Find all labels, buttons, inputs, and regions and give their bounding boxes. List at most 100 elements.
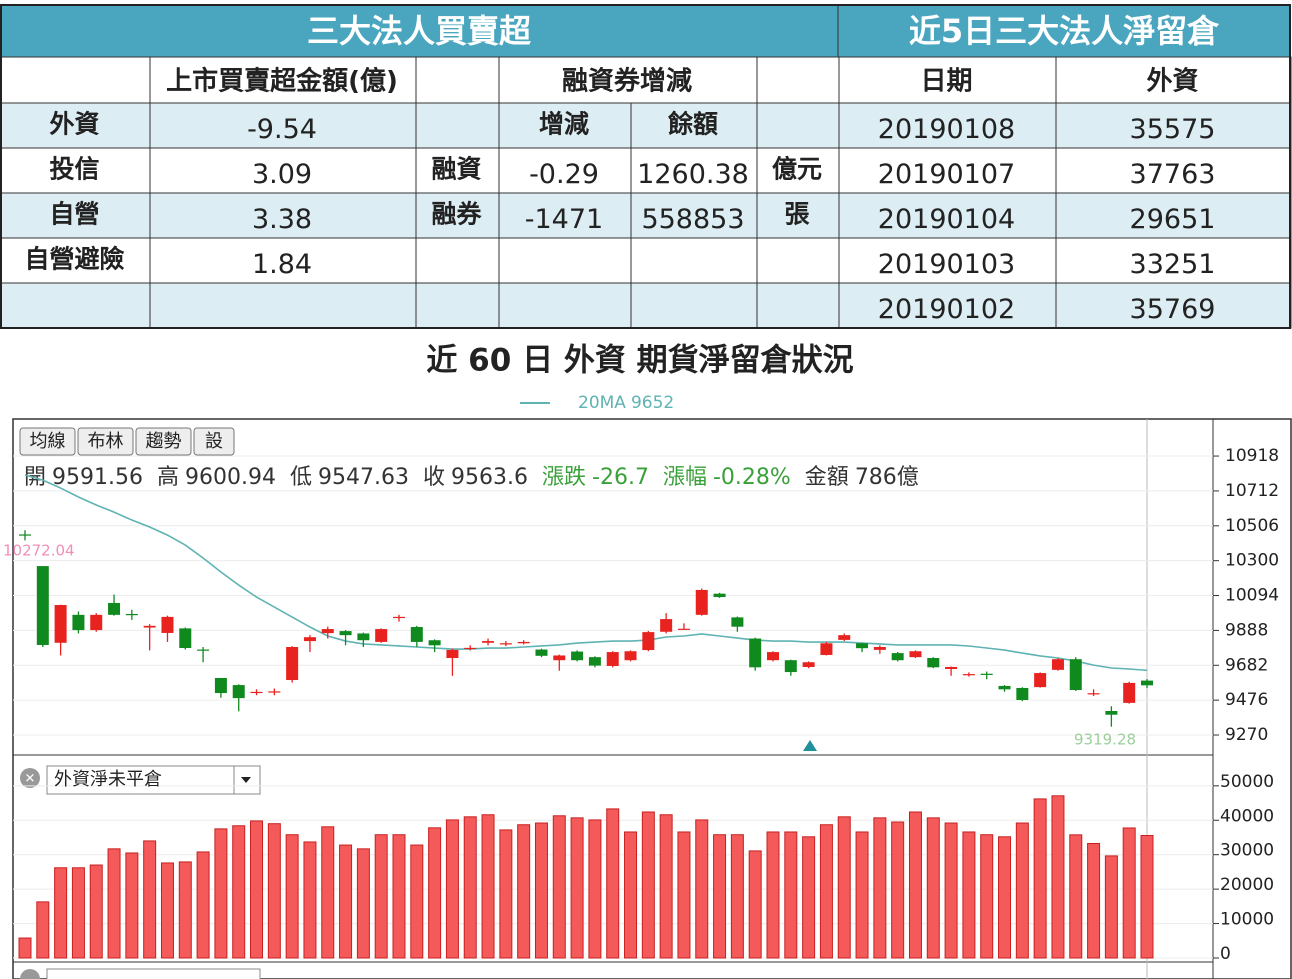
table-cell-text: 3.38: [252, 204, 312, 235]
dropdown-label: 外資淨未平倉: [54, 769, 162, 790]
bar: [1033, 798, 1047, 959]
candle-body: [677, 628, 690, 630]
candle-body: [1034, 673, 1047, 688]
y-tick-label: 10300: [1225, 551, 1279, 571]
bar: [178, 861, 192, 959]
table-cell-text: 20190107: [878, 159, 1015, 190]
table-cell: [1055, 102, 1292, 149]
bar: [356, 848, 370, 959]
bar: [659, 814, 673, 959]
candle-body: [802, 662, 815, 667]
candle-body: [143, 625, 156, 628]
table-cell: [415, 282, 500, 329]
bar: [1069, 834, 1083, 959]
table-cell: [630, 237, 758, 284]
y-tick-label: 9888: [1225, 620, 1268, 640]
table-cell: [838, 102, 1057, 149]
candle-body: [36, 566, 49, 645]
high-annotation: 9319.28: [1074, 731, 1136, 749]
candle-body: [749, 638, 762, 668]
table-cell-text: 張: [784, 200, 810, 229]
candle-body: [321, 629, 334, 634]
table-title: 三大法人買賣超: [307, 12, 532, 50]
table-cell-text: 558853: [641, 204, 744, 235]
table-cell: [756, 56, 840, 104]
candle-body: [464, 647, 477, 650]
candle-body: [588, 657, 601, 666]
bar: [71, 867, 85, 959]
bar: [143, 840, 157, 959]
toolbar-button[interactable]: [77, 427, 134, 456]
candle-body: [428, 640, 441, 646]
candle-body: [499, 643, 512, 645]
bar: [374, 834, 388, 959]
table-cell: [149, 237, 417, 284]
bar: [36, 901, 50, 959]
info-label: 漲幅: [663, 465, 707, 490]
y-tick-label: 0: [1220, 944, 1231, 964]
bar: [534, 822, 548, 959]
candle-body: [446, 649, 459, 659]
candle-body: [553, 655, 566, 661]
bar: [428, 827, 442, 959]
info-label: 高: [157, 465, 179, 490]
bar: [980, 834, 994, 959]
table-cell-text: 自營避險: [24, 245, 124, 274]
marker-triangle: [803, 740, 817, 751]
table-cell: [756, 147, 840, 194]
close-icon[interactable]: [20, 768, 40, 788]
table-cell: [415, 237, 500, 284]
toolbar-button-label: 趨勢: [146, 431, 182, 452]
series-dropdown[interactable]: [46, 968, 261, 979]
bar: [410, 844, 424, 959]
candle-body: [713, 593, 726, 598]
bar: [481, 814, 495, 959]
bar: [463, 816, 477, 959]
info-label: 漲跌: [542, 465, 586, 490]
close-icon[interactable]: [20, 969, 40, 979]
toolbar-button[interactable]: [19, 427, 76, 456]
y-tick-label: 50000: [1220, 772, 1274, 792]
bar: [267, 823, 281, 959]
bar: [1104, 855, 1118, 959]
toolbar-button[interactable]: [135, 427, 192, 456]
table-cell: [1055, 147, 1292, 194]
table-cell: [756, 237, 840, 284]
bar: [89, 864, 103, 959]
bar: [695, 819, 709, 959]
bar: [250, 820, 264, 959]
toolbar-button[interactable]: [193, 427, 235, 456]
y-tick-label: 10094: [1225, 586, 1279, 606]
table-cell-text: 35769: [1130, 294, 1216, 325]
bar: [570, 817, 584, 959]
table-cell: [498, 282, 632, 329]
table-cell: [630, 102, 758, 149]
table-cell: [498, 56, 758, 104]
bar: [677, 831, 691, 959]
series-dropdown[interactable]: [46, 765, 261, 795]
bar: [748, 850, 762, 959]
table-cell: [498, 102, 632, 149]
candle-body: [998, 685, 1011, 690]
bar: [713, 834, 727, 959]
bar: [517, 824, 531, 959]
table-header: 融資券增減: [562, 66, 692, 97]
candle-body: [731, 617, 744, 627]
table-cell-text: 20190103: [878, 249, 1015, 280]
candle-body: [891, 653, 904, 661]
bar: [891, 821, 905, 959]
toolbar-button-label: 均線: [30, 431, 66, 452]
candle-body: [250, 691, 263, 694]
bar: [54, 867, 68, 959]
candle-body: [393, 616, 405, 619]
bar: [962, 831, 976, 959]
candle-body: [1141, 680, 1153, 686]
bar: [819, 824, 833, 959]
candle-body: [695, 589, 708, 615]
bar: [499, 829, 513, 959]
bar: [214, 828, 228, 959]
bar: [392, 834, 406, 959]
table-cell: [149, 147, 417, 194]
table-cell: [1055, 282, 1292, 329]
